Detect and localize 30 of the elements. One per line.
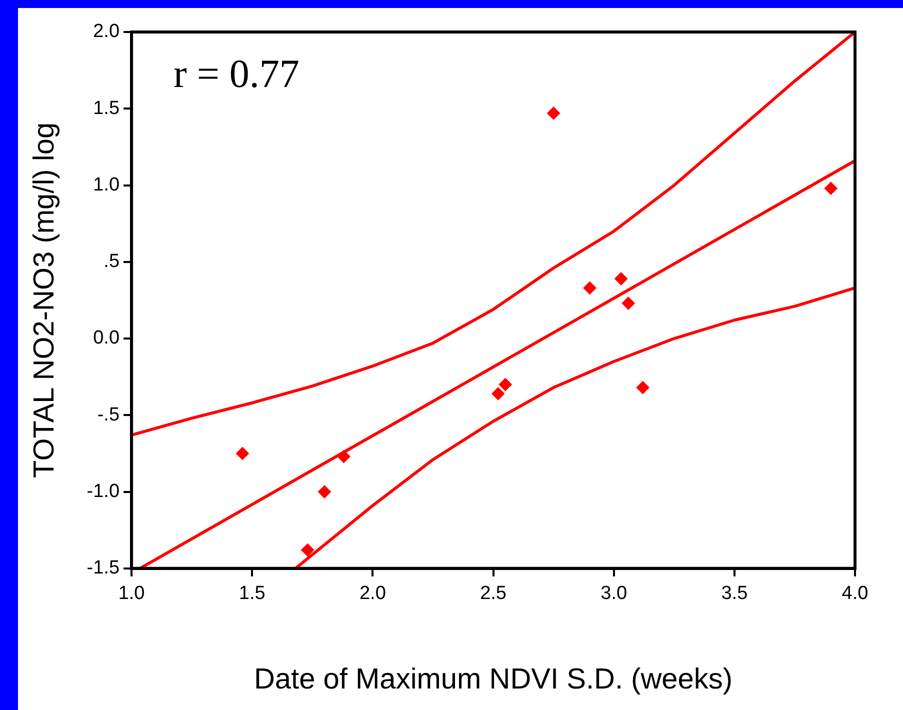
point <box>583 281 596 294</box>
point <box>301 544 314 557</box>
annotation: r = 0.77 <box>174 51 300 96</box>
point <box>318 485 331 498</box>
point <box>236 446 249 460</box>
point <box>498 378 512 391</box>
x-tick-label: 3.0 <box>600 583 628 604</box>
point <box>824 182 838 195</box>
point <box>337 450 350 464</box>
point <box>492 387 505 400</box>
x-tick-label: 4.0 <box>842 583 868 604</box>
y-tick-label: -1.0 <box>86 481 120 502</box>
y-tick-label: 1.0 <box>93 174 120 196</box>
point <box>547 106 560 120</box>
x-axis-title: Date of Maximum NDVI S.D. (weeks) <box>254 664 733 696</box>
x-tick-label: 2.0 <box>359 583 386 604</box>
y-tick-label: -.5 <box>97 404 120 426</box>
point <box>614 272 628 286</box>
point <box>636 381 650 394</box>
x-tick-label: 3.5 <box>721 583 748 604</box>
y-tick-label: -1.5 <box>86 558 120 579</box>
y-tick-label: 0.0 <box>93 328 120 349</box>
x-tick-label: 2.5 <box>480 583 506 604</box>
y-axis-title: TOTAL NO2-NO3 (mg/l) log <box>28 122 60 478</box>
y-tick-label: 1.5 <box>93 98 120 119</box>
x-tick-label: 1.0 <box>118 583 145 604</box>
point <box>622 296 635 310</box>
y-tick-label: 2.0 <box>93 21 120 42</box>
y-tick-label: .5 <box>104 251 120 272</box>
x-tick-label: 1.5 <box>238 583 266 604</box>
